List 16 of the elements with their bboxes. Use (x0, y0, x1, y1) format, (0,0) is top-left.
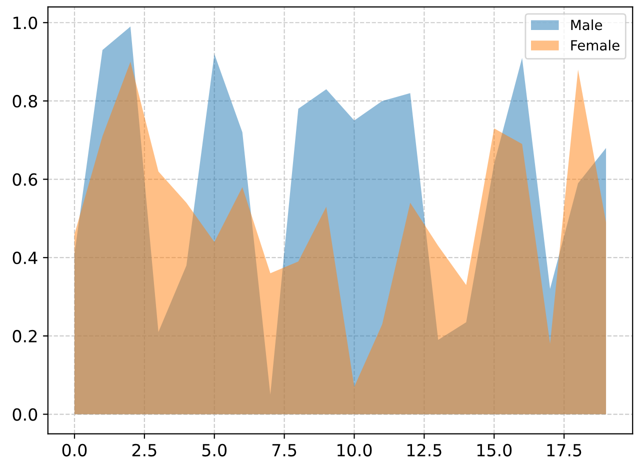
x-tick-label: 10.0 (338, 444, 372, 456)
legend-label: Female (571, 40, 620, 51)
y-tick-label: 0.8 (12, 94, 38, 108)
y-tick-label: 1.0 (14, 16, 38, 30)
x-tick-label: 17.5 (547, 444, 582, 456)
x-tick-label: 5.0 (202, 444, 227, 456)
y-tick-label: 0.6 (12, 173, 38, 186)
x-tick-label: 15.0 (477, 444, 512, 456)
x-tick-label: 0.0 (62, 444, 87, 456)
y-tick-label: 0.2 (12, 330, 37, 342)
x-tick-label: 12.5 (407, 444, 442, 456)
y-tick-label: 0.0 (12, 408, 38, 421)
x-tick-label: 7.5 (272, 444, 296, 456)
legend-label: Male (571, 19, 602, 30)
x-tick-label: 2.5 (132, 444, 156, 456)
y-tick-label: 0.4 (12, 252, 38, 264)
